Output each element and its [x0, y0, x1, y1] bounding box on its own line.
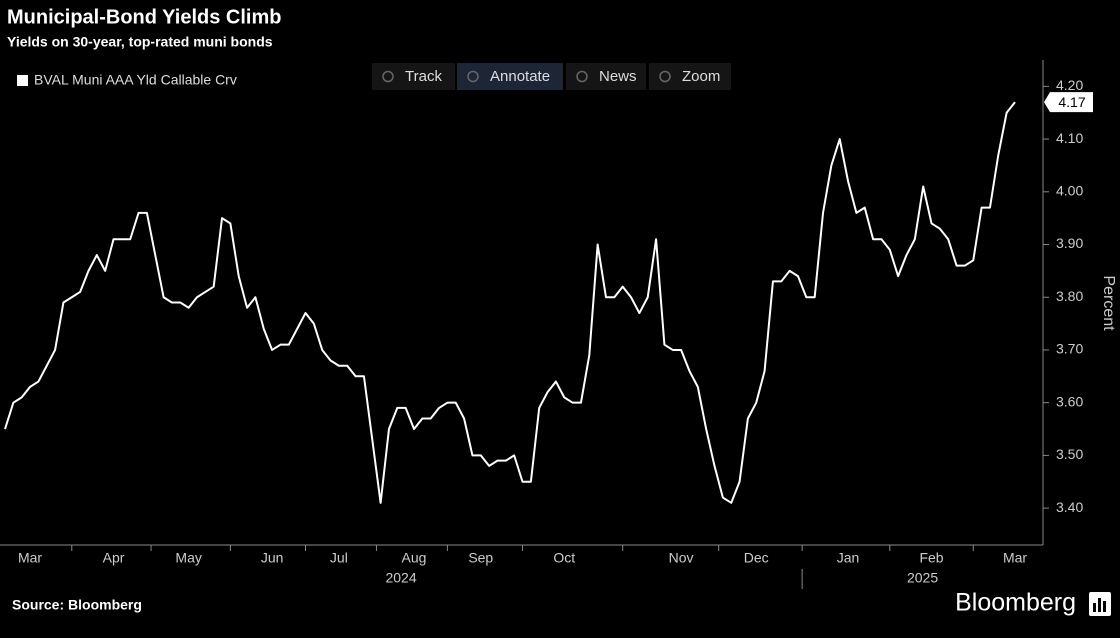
year-label: 2024: [385, 570, 416, 586]
year-label: 2025: [907, 570, 938, 586]
y-tick-label: 4.10: [1056, 130, 1083, 146]
button-label: Annotate: [490, 68, 550, 85]
toolbar-button[interactable]: News: [566, 63, 646, 90]
button-background: [649, 63, 731, 90]
x-tick-label: Dec: [744, 550, 769, 566]
source-note: Source: Bloomberg: [12, 597, 142, 613]
legend-label: BVAL Muni AAA Yld Callable Crv: [34, 72, 237, 88]
y-tick-label: 3.70: [1056, 341, 1083, 357]
x-tick-label: Nov: [669, 550, 694, 566]
last-value-box: [1044, 92, 1093, 113]
button-icon: [467, 70, 479, 83]
x-tick-label: Jun: [261, 550, 284, 566]
button-label: News: [599, 68, 637, 85]
brand-logo: Bloomberg: [955, 589, 1076, 617]
button-background: [566, 63, 646, 90]
y-tick-label: 3.80: [1056, 288, 1083, 304]
button-icon: [659, 70, 671, 83]
x-tick-label: May: [175, 550, 201, 566]
chart-subtitle: Yields on 30-year, top-rated muni bonds: [7, 34, 273, 50]
y-tick-label: 3.90: [1056, 235, 1083, 251]
x-tick-label: Jul: [330, 550, 348, 566]
button-background: [372, 63, 455, 90]
x-tick-label: Feb: [919, 550, 943, 566]
x-tick-label: Mar: [18, 550, 42, 566]
toolbar-button[interactable]: Annotate: [457, 63, 563, 90]
button-label: Zoom: [682, 68, 720, 85]
legend: BVAL Muni AAA Yld Callable Crv: [17, 72, 237, 88]
x-tick-label: Aug: [402, 550, 427, 566]
toolbar-button[interactable]: Zoom: [649, 63, 731, 90]
y-tick-label: 3.50: [1056, 446, 1083, 462]
x-tick-label: Jan: [837, 550, 860, 566]
button-background: [457, 63, 563, 90]
brand-icon: [1089, 592, 1111, 616]
y-axis-label: Percent: [1100, 275, 1117, 331]
x-tick-label: Oct: [553, 550, 575, 566]
y-tick-label: 4.00: [1056, 182, 1083, 198]
y-tick-label: 3.40: [1056, 499, 1083, 515]
button-icon: [382, 70, 394, 83]
last-value-label: 4.17: [1058, 94, 1085, 110]
x-tick-label: Apr: [103, 550, 125, 566]
chart-title: Municipal-Bond Yields Climb: [7, 6, 281, 28]
toolbar-button[interactable]: Track: [372, 63, 455, 90]
legend-swatch: [17, 75, 28, 86]
data-line: [4, 101, 1016, 504]
x-tick-label: Mar: [1003, 550, 1027, 566]
x-tick-label: Sep: [468, 550, 493, 566]
y-tick-label: 4.20: [1056, 77, 1083, 93]
button-label: Track: [405, 68, 442, 85]
button-icon: [576, 70, 588, 83]
y-tick-label: 3.60: [1056, 393, 1083, 409]
